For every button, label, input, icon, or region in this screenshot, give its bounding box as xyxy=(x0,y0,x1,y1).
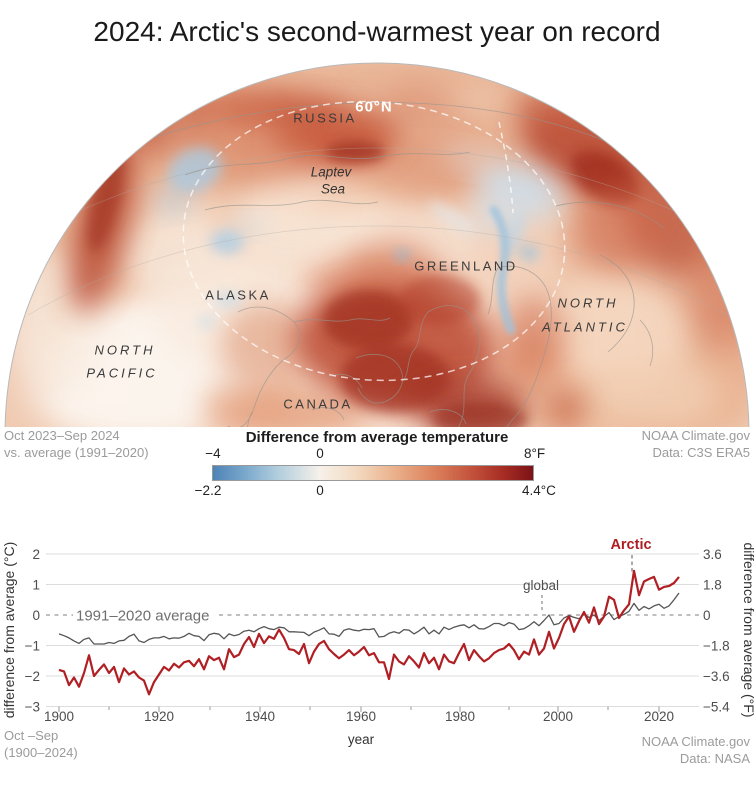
svg-text:global: global xyxy=(523,578,559,593)
svg-text:1940: 1940 xyxy=(245,709,275,724)
svg-text:1920: 1920 xyxy=(144,709,174,724)
svg-text:−2: −2 xyxy=(25,669,40,684)
svg-text:−3: −3 xyxy=(25,700,40,715)
svg-text:0: 0 xyxy=(32,608,40,623)
svg-text:2000: 2000 xyxy=(543,709,573,724)
svg-text:2: 2 xyxy=(32,547,40,562)
svg-text:1.8: 1.8 xyxy=(703,578,722,593)
svg-text:1900: 1900 xyxy=(44,709,74,724)
svg-text:1: 1 xyxy=(32,578,40,593)
svg-text:1991–2020 average: 1991–2020 average xyxy=(76,608,209,625)
svg-text:3.6: 3.6 xyxy=(703,547,722,562)
svg-text:−3.6: −3.6 xyxy=(703,669,730,684)
svg-text:difference from average (°F): difference from average (°F) xyxy=(741,543,754,718)
svg-text:−5.4: −5.4 xyxy=(703,700,730,715)
svg-text:Arctic: Arctic xyxy=(610,537,651,553)
svg-text:year: year xyxy=(348,732,375,747)
svg-text:0: 0 xyxy=(703,608,711,623)
svg-text:−1.8: −1.8 xyxy=(703,639,730,654)
svg-text:2020: 2020 xyxy=(644,709,674,724)
svg-text:1960: 1960 xyxy=(346,709,376,724)
svg-text:difference from average (°C): difference from average (°C) xyxy=(1,542,17,719)
svg-text:−1: −1 xyxy=(25,639,40,654)
svg-text:1980: 1980 xyxy=(445,709,475,724)
